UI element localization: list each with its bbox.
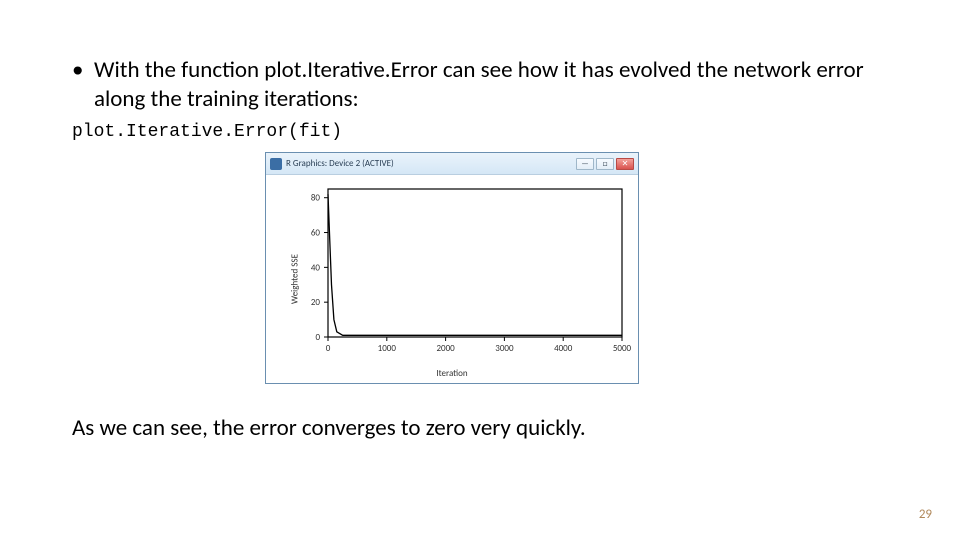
maximize-button[interactable]: □ (596, 158, 614, 170)
svg-text:60: 60 (311, 228, 321, 239)
error-chart: 0 1000 2000 3000 4000 5000 0 20 40 60 80 (266, 175, 638, 383)
svg-text:3000: 3000 (495, 343, 514, 354)
svg-text:20: 20 (311, 297, 321, 308)
bullet-block: • With the function plot.Iterative.Error… (72, 56, 892, 114)
svg-text:5000: 5000 (613, 343, 632, 354)
window-title: R Graphics: Device 2 (ACTIVE) (286, 158, 394, 169)
page-number: 29 (919, 507, 932, 522)
plot-area: Weighted SSE 0 1000 2000 3000 4000 5000 0 20 40 6… (266, 175, 638, 383)
svg-text:80: 80 (311, 193, 321, 204)
code-line: plot.Iterative.Error(fit) (72, 122, 342, 142)
svg-text:0: 0 (315, 332, 320, 343)
window-titlebar: R Graphics: Device 2 (ACTIVE) — □ ✕ (266, 153, 638, 175)
svg-text:40: 40 (311, 262, 321, 273)
bullet-dot: • (72, 56, 94, 114)
svg-text:0: 0 (326, 343, 331, 354)
x-axis-label: Iteration (436, 368, 467, 379)
svg-text:2000: 2000 (436, 343, 455, 354)
bullet-text: With the function plot.Iterative.Error c… (94, 56, 892, 114)
svg-text:4000: 4000 (554, 343, 573, 354)
conclusion-text: As we can see, the error converges to ze… (72, 414, 586, 442)
close-button[interactable]: ✕ (616, 158, 634, 170)
window-buttons: — □ ✕ (576, 158, 634, 170)
minimize-button[interactable]: — (576, 158, 594, 170)
r-app-icon (270, 158, 282, 170)
r-graphics-window: R Graphics: Device 2 (ACTIVE) — □ ✕ Weig… (265, 152, 639, 384)
y-axis-label: Weighted SSE (289, 254, 300, 304)
svg-text:1000: 1000 (378, 343, 397, 354)
